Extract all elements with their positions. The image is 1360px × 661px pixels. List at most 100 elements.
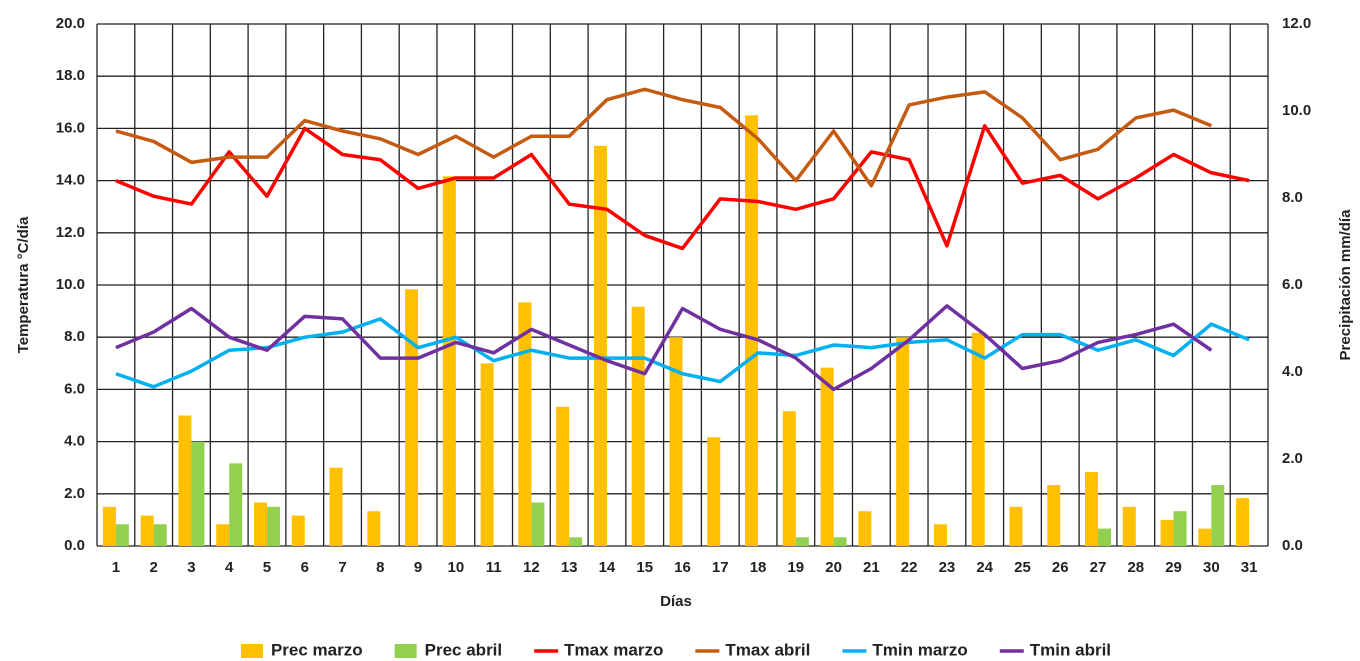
bar xyxy=(631,306,645,546)
x-tick-label: 12 xyxy=(523,559,540,576)
legend-swatch xyxy=(240,644,263,658)
bar xyxy=(971,332,985,546)
y-tick-label: 16.0 xyxy=(56,119,85,136)
x-tick-label: 24 xyxy=(976,559,993,576)
bar xyxy=(367,511,381,546)
bar xyxy=(745,115,759,546)
x-tick-label: 22 xyxy=(901,559,918,576)
y-tick-label: 10.0 xyxy=(56,276,85,293)
x-tick-label: 4 xyxy=(225,559,234,576)
bar xyxy=(1122,506,1136,546)
y-tick-label: 18.0 xyxy=(56,67,85,84)
x-tick-label: 23 xyxy=(939,559,956,576)
y-tick-label: 0.0 xyxy=(64,537,85,554)
bar xyxy=(569,537,583,546)
bar xyxy=(1009,506,1023,546)
line-series xyxy=(115,317,1250,389)
bar xyxy=(253,502,267,546)
y-tick-label: 6.0 xyxy=(64,380,85,397)
x-tick-label: 17 xyxy=(712,559,729,576)
bar xyxy=(178,415,192,546)
line-series xyxy=(115,304,1213,392)
x-tick-label: 1 xyxy=(112,559,120,576)
bar xyxy=(1047,485,1061,546)
x-tick-label: 21 xyxy=(863,559,880,576)
bar xyxy=(858,511,872,546)
x-tick-label: 3 xyxy=(187,559,195,576)
x-tick-label: 8 xyxy=(376,559,384,576)
y-tick-label: 2.0 xyxy=(64,485,85,502)
line-series xyxy=(115,124,1250,251)
x-tick-label: 28 xyxy=(1127,559,1144,576)
bar xyxy=(1236,498,1250,546)
bar xyxy=(1173,511,1187,546)
legend-label: Tmin marzo xyxy=(872,640,967,659)
y2-tick-label: 4.0 xyxy=(1282,363,1303,380)
y2-tick-label: 2.0 xyxy=(1282,450,1303,467)
legend-label: Tmax abril xyxy=(725,640,810,659)
y-tick-label: 14.0 xyxy=(56,172,85,189)
x-tick-label: 5 xyxy=(263,559,271,576)
x-tick-label: 30 xyxy=(1203,559,1220,576)
bar xyxy=(556,406,570,546)
x-tick-label: 14 xyxy=(599,559,616,576)
x-tick-label: 25 xyxy=(1014,559,1031,576)
x-tick-label: 11 xyxy=(486,559,502,576)
y-tick-label: 20.0 xyxy=(56,15,85,32)
legend-label: Tmax marzo xyxy=(564,640,663,659)
x-tick-label: 9 xyxy=(414,559,422,576)
bar xyxy=(102,506,116,546)
bar xyxy=(531,502,545,546)
bar xyxy=(229,463,243,546)
x-tick-label: 16 xyxy=(674,559,691,576)
x-tick-label: 27 xyxy=(1090,559,1107,576)
bar xyxy=(405,289,419,546)
legend-label: Prec abril xyxy=(425,640,503,659)
bar xyxy=(115,524,129,546)
x-tick-label: 15 xyxy=(636,559,653,576)
bar xyxy=(291,515,305,546)
bar xyxy=(153,524,167,546)
x-tick-label: 10 xyxy=(448,559,465,576)
y-tick-label: 8.0 xyxy=(64,328,85,345)
bar xyxy=(707,437,721,546)
y2-axis-title: Precipitación mm/día xyxy=(1337,209,1354,361)
x-axis-title: Días xyxy=(660,593,692,610)
legend: Prec marzo Prec abril Tmax marzo Tmax abril… xyxy=(240,640,1111,659)
bar xyxy=(896,337,910,546)
x-tick-label: 2 xyxy=(149,559,157,576)
bar xyxy=(669,337,683,546)
bar xyxy=(480,363,494,546)
y-axis-title: Temperatura °C/día xyxy=(15,216,32,353)
bar xyxy=(1085,472,1099,546)
bar xyxy=(1211,485,1225,546)
bar xyxy=(140,515,154,546)
y2-tick-label: 10.0 xyxy=(1282,102,1311,119)
x-tick-label: 18 xyxy=(750,559,767,576)
x-tick-label: 19 xyxy=(787,559,804,576)
bar xyxy=(442,176,456,546)
bar xyxy=(216,524,230,546)
bar xyxy=(820,367,834,546)
bar xyxy=(266,506,280,546)
bar xyxy=(518,302,532,546)
legend-label: Prec marzo xyxy=(271,640,363,659)
y2-tick-label: 6.0 xyxy=(1282,276,1303,293)
bar xyxy=(191,441,205,546)
bar xyxy=(593,145,607,547)
bar xyxy=(833,537,847,546)
x-tick-label: 26 xyxy=(1052,559,1069,576)
y2-tick-label: 0.0 xyxy=(1282,537,1303,554)
y-tick-label: 4.0 xyxy=(64,433,85,450)
x-tick-label: 29 xyxy=(1165,559,1182,576)
bar xyxy=(1160,519,1174,546)
x-tick-label: 20 xyxy=(825,559,842,576)
line-series xyxy=(115,87,1213,188)
bar xyxy=(795,537,809,546)
x-tick-label: 31 xyxy=(1241,559,1258,576)
y2-tick-label: 8.0 xyxy=(1282,189,1303,206)
x-tick-label: 13 xyxy=(561,559,578,576)
x-tick-label: 6 xyxy=(301,559,309,576)
